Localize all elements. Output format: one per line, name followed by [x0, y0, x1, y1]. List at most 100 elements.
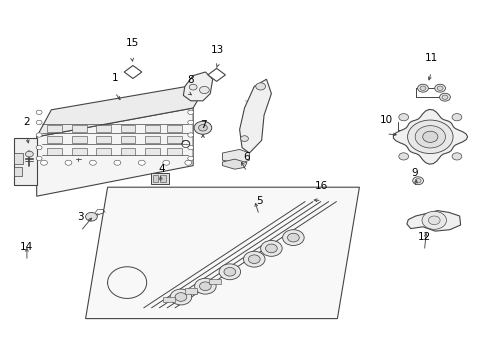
Polygon shape	[37, 83, 207, 137]
Bar	[72, 148, 86, 155]
Circle shape	[194, 278, 216, 294]
Circle shape	[184, 160, 191, 165]
Circle shape	[187, 133, 193, 137]
Text: 6: 6	[243, 152, 250, 162]
Polygon shape	[239, 79, 271, 153]
Bar	[184, 288, 196, 294]
Circle shape	[36, 120, 42, 125]
Bar	[167, 136, 182, 143]
Bar	[72, 125, 86, 132]
Polygon shape	[183, 72, 212, 101]
Circle shape	[412, 177, 423, 185]
Circle shape	[199, 86, 209, 94]
Text: 1: 1	[111, 73, 118, 83]
Bar	[160, 175, 166, 182]
Bar	[150, 173, 169, 184]
Bar	[47, 125, 62, 132]
Circle shape	[451, 114, 461, 121]
Bar	[209, 279, 221, 284]
Circle shape	[398, 153, 408, 160]
Polygon shape	[393, 109, 467, 164]
Circle shape	[451, 153, 461, 160]
Polygon shape	[406, 211, 460, 231]
Polygon shape	[37, 108, 193, 196]
Circle shape	[260, 240, 282, 256]
Text: 4: 4	[158, 164, 164, 174]
Circle shape	[255, 83, 265, 90]
Bar	[96, 136, 111, 143]
Text: 16: 16	[314, 181, 328, 191]
Circle shape	[287, 233, 299, 242]
Circle shape	[65, 160, 72, 165]
Polygon shape	[85, 187, 359, 319]
Circle shape	[414, 179, 420, 183]
Circle shape	[422, 131, 437, 143]
Bar	[47, 148, 62, 155]
Text: 2: 2	[23, 117, 30, 127]
Circle shape	[219, 264, 240, 280]
Text: 14: 14	[20, 242, 34, 252]
Circle shape	[175, 293, 186, 301]
Circle shape	[114, 160, 121, 165]
Text: 3: 3	[77, 212, 84, 222]
Circle shape	[36, 145, 42, 150]
Text: 10: 10	[379, 114, 392, 125]
Text: 15: 15	[125, 38, 139, 48]
Circle shape	[41, 160, 47, 165]
Circle shape	[194, 121, 211, 134]
Circle shape	[414, 126, 445, 148]
Circle shape	[189, 84, 197, 90]
Circle shape	[398, 114, 408, 121]
Text: 12: 12	[417, 231, 430, 242]
Bar	[72, 136, 86, 143]
Polygon shape	[222, 159, 246, 169]
Bar	[167, 125, 182, 132]
Bar	[14, 153, 23, 164]
Bar	[163, 297, 174, 302]
Circle shape	[170, 289, 191, 305]
Text: 5: 5	[255, 195, 262, 206]
Text: 7: 7	[199, 120, 206, 130]
Circle shape	[248, 255, 260, 264]
Bar	[167, 148, 182, 155]
Circle shape	[436, 86, 442, 90]
Polygon shape	[14, 138, 37, 185]
Bar	[96, 125, 111, 132]
Bar	[96, 148, 111, 155]
Bar	[152, 175, 158, 182]
Text: 11: 11	[424, 53, 437, 63]
Circle shape	[36, 110, 42, 114]
Circle shape	[187, 156, 193, 161]
Circle shape	[36, 133, 42, 137]
Bar	[121, 125, 135, 132]
Circle shape	[439, 93, 449, 101]
Bar	[14, 167, 22, 176]
Circle shape	[187, 145, 193, 150]
Circle shape	[187, 120, 193, 125]
Text: 9: 9	[410, 168, 417, 178]
Circle shape	[187, 110, 193, 114]
Circle shape	[427, 216, 439, 225]
Circle shape	[163, 160, 169, 165]
Circle shape	[240, 136, 248, 141]
Circle shape	[441, 95, 447, 99]
Circle shape	[407, 120, 452, 153]
Circle shape	[85, 212, 97, 221]
Circle shape	[25, 151, 33, 157]
Circle shape	[282, 230, 304, 246]
Circle shape	[89, 160, 96, 165]
Bar	[121, 148, 135, 155]
Circle shape	[265, 244, 277, 253]
Circle shape	[198, 125, 207, 131]
Bar	[47, 136, 62, 143]
Circle shape	[434, 84, 445, 92]
Circle shape	[243, 251, 264, 267]
Text: 13: 13	[210, 45, 224, 55]
Polygon shape	[222, 149, 249, 164]
Circle shape	[421, 211, 446, 229]
Polygon shape	[124, 66, 142, 78]
Circle shape	[224, 267, 235, 276]
Circle shape	[199, 282, 211, 291]
Bar	[121, 136, 135, 143]
Bar	[145, 148, 160, 155]
